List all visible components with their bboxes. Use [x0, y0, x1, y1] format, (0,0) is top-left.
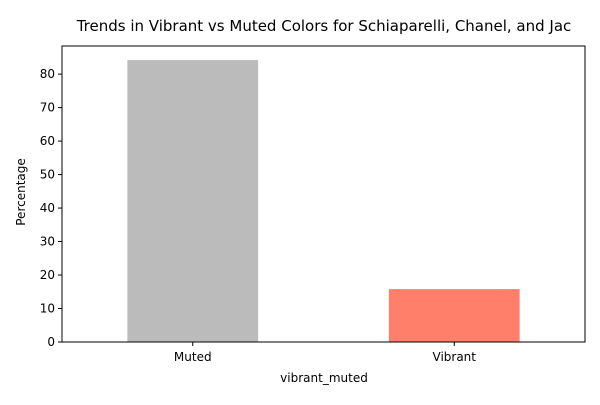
y-tick-label: 70 — [40, 101, 55, 115]
y-axis: 0 10 20 30 40 50 60 70 80 — [40, 67, 62, 349]
y-tick-label: 50 — [40, 168, 55, 182]
x-axis-label: vibrant_muted — [280, 371, 368, 385]
x-axis: Muted Vibrant — [174, 342, 476, 364]
y-axis-label: Percentage — [14, 158, 28, 226]
bar-muted — [127, 60, 259, 342]
plot-frame — [61, 45, 586, 343]
y-tick-label: 30 — [40, 235, 55, 249]
y-tick-label: 80 — [40, 67, 55, 81]
chart-title: Trends in Vibrant vs Muted Colors for Sc… — [76, 17, 572, 35]
y-tick-label: 0 — [47, 335, 55, 349]
y-tick-label: 60 — [40, 134, 55, 148]
x-tick-label: Muted — [174, 350, 212, 364]
x-tick-label: Vibrant — [433, 350, 477, 364]
y-tick-label: 10 — [40, 302, 55, 316]
y-tick-label: 20 — [40, 268, 55, 282]
y-tick-label: 40 — [40, 201, 55, 215]
bar-vibrant — [388, 289, 520, 342]
plot-area — [61, 45, 586, 343]
